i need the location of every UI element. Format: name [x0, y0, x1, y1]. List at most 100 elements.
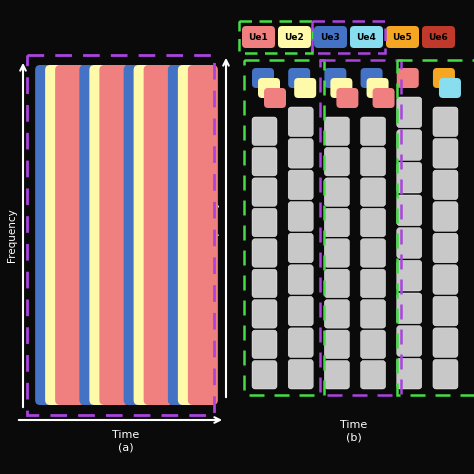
- Bar: [320, 60, 401, 395]
- FancyBboxPatch shape: [288, 296, 313, 326]
- FancyBboxPatch shape: [373, 88, 394, 108]
- FancyBboxPatch shape: [124, 65, 154, 405]
- FancyBboxPatch shape: [288, 138, 313, 168]
- FancyBboxPatch shape: [178, 65, 208, 405]
- FancyBboxPatch shape: [242, 26, 275, 48]
- FancyBboxPatch shape: [324, 147, 349, 176]
- FancyBboxPatch shape: [288, 107, 313, 137]
- FancyBboxPatch shape: [288, 359, 313, 389]
- FancyBboxPatch shape: [433, 107, 458, 137]
- FancyBboxPatch shape: [288, 68, 310, 88]
- Text: (a): (a): [118, 443, 133, 453]
- FancyBboxPatch shape: [288, 265, 313, 294]
- Text: Frequency: Frequency: [209, 201, 219, 255]
- FancyBboxPatch shape: [134, 65, 164, 405]
- FancyBboxPatch shape: [264, 88, 286, 108]
- FancyBboxPatch shape: [324, 117, 349, 146]
- FancyBboxPatch shape: [252, 147, 277, 176]
- FancyBboxPatch shape: [397, 68, 419, 88]
- FancyBboxPatch shape: [337, 88, 358, 108]
- FancyBboxPatch shape: [90, 65, 119, 405]
- FancyBboxPatch shape: [397, 130, 422, 160]
- FancyBboxPatch shape: [35, 65, 65, 405]
- FancyBboxPatch shape: [252, 117, 277, 146]
- FancyBboxPatch shape: [252, 330, 277, 358]
- FancyBboxPatch shape: [350, 26, 383, 48]
- FancyBboxPatch shape: [361, 147, 385, 176]
- FancyBboxPatch shape: [288, 201, 313, 231]
- FancyBboxPatch shape: [433, 170, 458, 200]
- Text: Ue3: Ue3: [320, 33, 340, 42]
- FancyBboxPatch shape: [361, 300, 385, 328]
- FancyBboxPatch shape: [397, 260, 422, 291]
- Bar: [397, 60, 474, 395]
- Text: Ue4: Ue4: [356, 33, 376, 42]
- Text: Frequency: Frequency: [7, 208, 17, 262]
- FancyBboxPatch shape: [433, 359, 458, 389]
- FancyBboxPatch shape: [422, 26, 455, 48]
- Text: Ue6: Ue6: [428, 33, 448, 42]
- FancyBboxPatch shape: [252, 269, 277, 298]
- FancyBboxPatch shape: [330, 78, 352, 98]
- FancyBboxPatch shape: [314, 26, 347, 48]
- FancyBboxPatch shape: [144, 65, 173, 405]
- FancyBboxPatch shape: [433, 328, 458, 357]
- FancyBboxPatch shape: [433, 265, 458, 294]
- FancyBboxPatch shape: [288, 233, 313, 263]
- FancyBboxPatch shape: [366, 78, 389, 98]
- FancyBboxPatch shape: [294, 78, 316, 98]
- FancyBboxPatch shape: [324, 239, 349, 267]
- FancyBboxPatch shape: [433, 233, 458, 263]
- FancyBboxPatch shape: [324, 269, 349, 298]
- Bar: [244, 60, 324, 395]
- FancyBboxPatch shape: [439, 78, 461, 98]
- FancyBboxPatch shape: [433, 201, 458, 231]
- FancyBboxPatch shape: [361, 330, 385, 358]
- FancyBboxPatch shape: [258, 78, 280, 98]
- FancyBboxPatch shape: [324, 361, 349, 389]
- FancyBboxPatch shape: [252, 68, 274, 88]
- FancyBboxPatch shape: [386, 26, 419, 48]
- FancyBboxPatch shape: [433, 138, 458, 168]
- Text: Ue2: Ue2: [284, 33, 304, 42]
- FancyBboxPatch shape: [79, 65, 109, 405]
- FancyBboxPatch shape: [361, 178, 385, 206]
- FancyBboxPatch shape: [324, 178, 349, 206]
- Bar: [27, 55, 214, 415]
- FancyBboxPatch shape: [324, 300, 349, 328]
- FancyBboxPatch shape: [252, 239, 277, 267]
- FancyBboxPatch shape: [397, 97, 422, 128]
- FancyBboxPatch shape: [397, 228, 422, 258]
- FancyBboxPatch shape: [252, 300, 277, 328]
- FancyBboxPatch shape: [433, 68, 455, 88]
- FancyBboxPatch shape: [361, 117, 385, 146]
- FancyBboxPatch shape: [288, 328, 313, 357]
- FancyBboxPatch shape: [324, 209, 349, 237]
- Text: Time: Time: [340, 420, 368, 430]
- Text: Time: Time: [112, 430, 139, 440]
- FancyBboxPatch shape: [252, 178, 277, 206]
- FancyBboxPatch shape: [55, 65, 85, 405]
- FancyBboxPatch shape: [397, 358, 422, 389]
- FancyBboxPatch shape: [188, 65, 218, 405]
- FancyBboxPatch shape: [252, 361, 277, 389]
- FancyBboxPatch shape: [168, 65, 198, 405]
- FancyBboxPatch shape: [45, 65, 75, 405]
- FancyBboxPatch shape: [397, 195, 422, 226]
- FancyBboxPatch shape: [361, 239, 385, 267]
- FancyBboxPatch shape: [288, 170, 313, 200]
- FancyBboxPatch shape: [361, 269, 385, 298]
- FancyBboxPatch shape: [397, 162, 422, 193]
- Text: Ue5: Ue5: [392, 33, 412, 42]
- FancyBboxPatch shape: [361, 209, 385, 237]
- FancyBboxPatch shape: [397, 326, 422, 356]
- Bar: [239, 21, 312, 53]
- FancyBboxPatch shape: [324, 330, 349, 358]
- FancyBboxPatch shape: [278, 26, 311, 48]
- Bar: [312, 21, 385, 53]
- Text: Ue1: Ue1: [249, 33, 268, 42]
- FancyBboxPatch shape: [324, 68, 346, 88]
- FancyBboxPatch shape: [361, 68, 383, 88]
- FancyBboxPatch shape: [361, 361, 385, 389]
- Text: (b): (b): [346, 433, 362, 443]
